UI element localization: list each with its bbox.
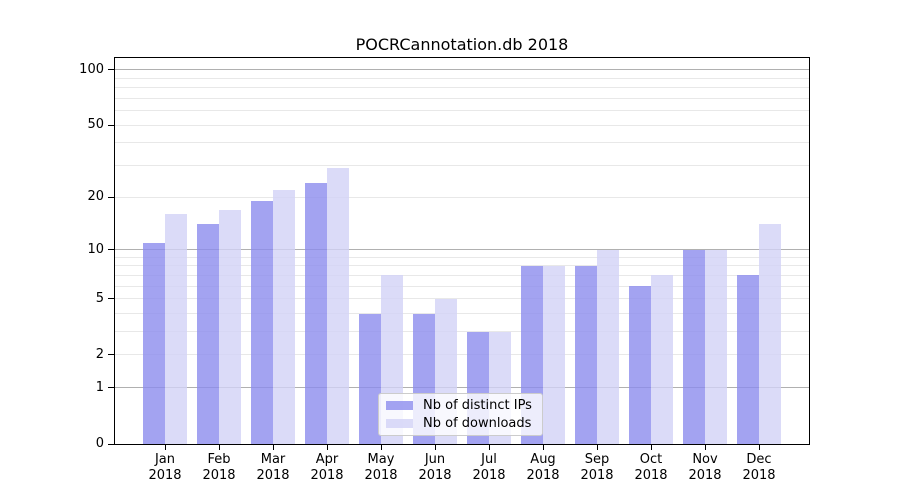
- y-tick: [108, 124, 115, 126]
- bar-downloads: [219, 209, 241, 444]
- y-gridline-minor: [115, 97, 809, 99]
- y-gridline-minor: [115, 77, 809, 79]
- y-tick: [108, 354, 115, 356]
- bar-distinct-ips: [737, 275, 759, 444]
- x-tick: [272, 444, 274, 450]
- y-gridline-minor: [115, 196, 809, 198]
- y-tick-label: 1: [95, 379, 104, 395]
- bar-downloads: [165, 214, 187, 444]
- y-tick: [108, 69, 115, 71]
- x-tick-label: Dec 2018: [742, 452, 776, 483]
- x-tick: [542, 444, 544, 450]
- y-tick: [108, 298, 115, 300]
- y-gridline-major: [115, 69, 809, 71]
- y-gridline-minor: [115, 124, 809, 126]
- y-gridline-minor: [115, 87, 809, 89]
- y-tick-label: 10: [87, 241, 104, 257]
- y-gridline-minor: [115, 274, 809, 276]
- bar-distinct-ips: [143, 242, 165, 444]
- y-tick: [108, 196, 115, 198]
- y-tick-label: 0: [95, 436, 104, 451]
- x-tick: [596, 444, 598, 450]
- legend-item-downloads: Nb of downloads: [386, 415, 535, 432]
- y-gridline-minor: [115, 354, 809, 356]
- x-tick-label: Sep 2018: [580, 452, 614, 483]
- bar-downloads: [543, 265, 565, 444]
- y-gridline-minor: [115, 110, 809, 112]
- x-tick-label: Aug 2018: [526, 452, 560, 483]
- bar-downloads: [597, 249, 619, 444]
- y-tick-label: 2: [95, 346, 104, 362]
- y-gridline-minor: [115, 265, 809, 267]
- y-tick-label: 50: [87, 117, 104, 133]
- bar-downloads: [759, 224, 781, 444]
- x-tick: [326, 444, 328, 450]
- y-tick: [108, 249, 115, 251]
- bar-distinct-ips: [629, 286, 651, 444]
- x-tick: [488, 444, 490, 450]
- chart-title: POCRCannotation.db 2018: [355, 35, 569, 54]
- plot-area: Nb of distinct IPs Nb of downloads 0 1 2 5 1…: [79, 57, 810, 483]
- y-tick: [108, 443, 115, 445]
- x-tick: [380, 444, 382, 450]
- x-tick-label: Feb 2018: [202, 452, 236, 483]
- y-gridline-major: [115, 249, 809, 251]
- y-gridline-minor: [115, 256, 809, 258]
- x-tick: [758, 444, 760, 450]
- bar-distinct-ips: [305, 183, 327, 444]
- bar-downloads: [705, 249, 727, 444]
- x-tick: [650, 444, 652, 450]
- x-tick: [164, 444, 166, 450]
- y-gridline-major: [115, 387, 809, 389]
- bar-distinct-ips: [197, 224, 219, 444]
- x-tick-label: Jun 2018: [418, 452, 452, 483]
- y-tick: [108, 387, 115, 389]
- x-tick-label: Oct 2018: [634, 452, 668, 483]
- bar-distinct-ips: [575, 265, 597, 444]
- bar-downloads: [327, 168, 349, 444]
- x-tick-label: Mar 2018: [256, 452, 290, 483]
- legend-swatch-distinct-ips: [386, 401, 413, 411]
- y-gridline-minor: [115, 165, 809, 167]
- x-tick: [704, 444, 706, 450]
- x-tick-label: Apr 2018: [310, 452, 344, 483]
- legend-label-downloads: Nb of downloads: [423, 415, 532, 431]
- y-gridline-minor: [115, 331, 809, 333]
- legend-swatch-downloads: [386, 418, 413, 428]
- bar-distinct-ips: [359, 313, 381, 444]
- x-tick-label: Jul 2018: [472, 452, 506, 483]
- legend-item-distinct-ips: Nb of distinct IPs: [386, 397, 535, 414]
- y-gridline-minor: [115, 298, 809, 300]
- y-tick-label: 20: [87, 189, 104, 205]
- bar-distinct-ips: [683, 249, 705, 444]
- bar-downloads: [273, 189, 295, 444]
- x-tick-label: Jan 2018: [148, 452, 182, 483]
- legend: Nb of distinct IPs Nb of downloads: [378, 393, 543, 436]
- bar-distinct-ips: [251, 201, 273, 444]
- legend-label-distinct-ips: Nb of distinct IPs: [423, 398, 532, 414]
- x-tick: [434, 444, 436, 450]
- bar-downloads: [651, 275, 673, 444]
- y-gridline-minor: [115, 285, 809, 287]
- y-gridline-minor: [115, 313, 809, 315]
- y-tick-label: 5: [95, 290, 104, 306]
- x-tick-label: Nov 2018: [688, 452, 722, 483]
- x-tick: [218, 444, 220, 450]
- y-tick-label: 100: [79, 61, 104, 77]
- y-gridline-minor: [115, 142, 809, 144]
- x-tick-label: May 2018: [364, 452, 398, 483]
